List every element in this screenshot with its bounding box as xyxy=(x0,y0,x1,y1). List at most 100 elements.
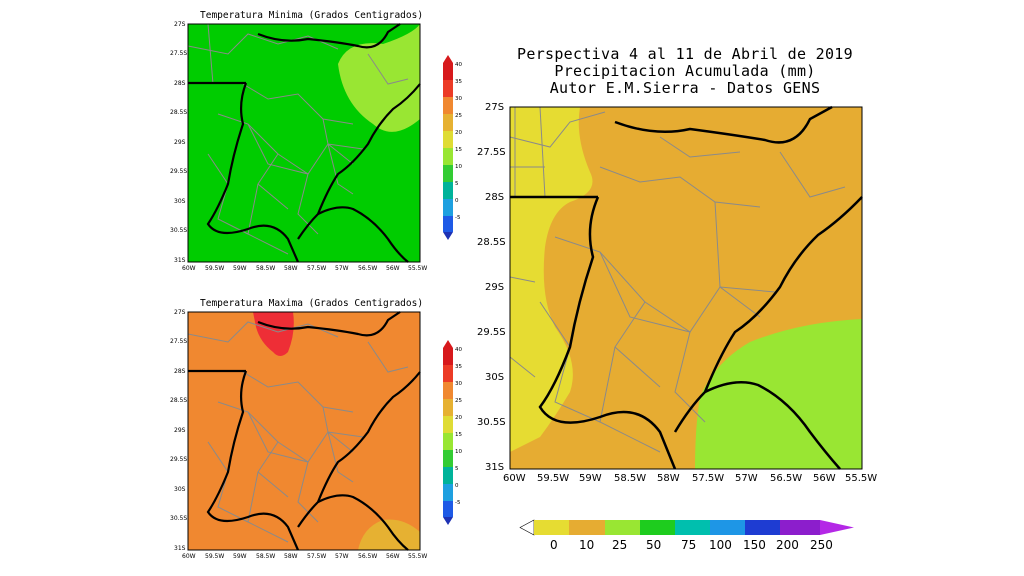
max-lat-tick: 30.5S xyxy=(170,515,188,522)
min-lon-tick: 55.5W xyxy=(408,265,428,272)
max-lat-tick: 27S xyxy=(174,309,186,316)
max-cb-label: 10 xyxy=(455,449,462,455)
max-lon-tick: 57W xyxy=(335,553,349,560)
max-lon-tick: 59W xyxy=(233,553,247,560)
precip-cb-label: 150 xyxy=(743,538,766,552)
precip-lon-tick: 58W xyxy=(657,473,680,484)
precip-lon-tick: 58.5W xyxy=(614,473,647,484)
max-cb-label: 40 xyxy=(455,347,462,353)
precip-cb-label: 25 xyxy=(612,538,628,552)
min-lat-tick: 27.5S xyxy=(170,50,188,57)
precip-cb-label: 50 xyxy=(646,538,662,552)
max-lat-tick: 30S xyxy=(174,486,186,493)
min-cb-label: 20 xyxy=(455,130,462,136)
min-lon-tick: 56W xyxy=(386,265,400,272)
min-lat-tick: 30.5S xyxy=(170,227,188,234)
max-cb-label: 0 xyxy=(455,483,459,489)
precip-colorbar-svg xyxy=(519,519,854,536)
max-lat-tick: 28S xyxy=(174,368,186,375)
max-temp-map xyxy=(187,311,421,551)
min-cb-label: 15 xyxy=(455,147,462,153)
min-cb-label: -5 xyxy=(455,215,461,221)
max-lat-tick: 28.5S xyxy=(170,397,188,404)
main-title-line-3: Autor E.M.Sierra - Datos GENS xyxy=(549,79,821,97)
max-temp-borders-black xyxy=(188,311,421,551)
precip-lat-tick: 29.5S xyxy=(477,327,506,338)
min-lon-tick: 58W xyxy=(284,265,298,272)
min-lon-tick: 59W xyxy=(233,265,247,272)
max-lon-tick: 56.5W xyxy=(358,553,378,560)
max-lon-tick: 56W xyxy=(386,553,400,560)
min-temp-title: Temperatura Minima (Grados Centigrados) xyxy=(200,10,424,21)
min-cb-label: 0 xyxy=(455,198,459,204)
min-cb-label: 40 xyxy=(455,62,462,68)
precip-lat-tick: 28S xyxy=(485,192,505,203)
min-cb-label: 5 xyxy=(455,181,459,187)
max-lat-tick: 31S xyxy=(174,545,186,552)
min-lon-tick: 56.5W xyxy=(358,265,378,272)
min-lon-tick: 57W xyxy=(335,265,349,272)
min-cb-label: 30 xyxy=(455,96,462,102)
precip-band-0-10 xyxy=(510,107,593,452)
precip-lat-tick: 28.5S xyxy=(477,237,506,248)
max-temp-base-fill xyxy=(188,312,420,550)
precip-lat-tick: 30.5S xyxy=(477,417,506,428)
max-cb-label: -5 xyxy=(455,500,461,506)
precip-lat-tick: 29S xyxy=(485,282,505,293)
min-cb-label: 25 xyxy=(455,113,462,119)
precip-lon-tick: 59.5W xyxy=(537,473,570,484)
max-lat-tick: 27.5S xyxy=(170,338,188,345)
min-temp-map xyxy=(187,23,421,263)
max-cb-label: 30 xyxy=(455,381,462,387)
min-lon-tick: 58.5W xyxy=(256,265,276,272)
precip-cb-label: 250 xyxy=(810,538,833,552)
max-temp-colorbar-svg xyxy=(443,340,453,525)
min-lon-tick: 60W xyxy=(182,265,196,272)
precip-lat-tick: 27.5S xyxy=(477,147,506,158)
precip-borders-gray xyxy=(509,106,846,453)
precip-cb-label: 200 xyxy=(776,538,799,552)
max-cb-label: 25 xyxy=(455,398,462,404)
precip-map xyxy=(509,105,863,470)
precip-lon-tick: 55.5W xyxy=(845,473,878,484)
max-cb-label: 35 xyxy=(455,364,462,370)
max-temp-frame xyxy=(187,311,421,551)
max-cb-label: 20 xyxy=(455,415,462,421)
precip-lon-tick: 60W xyxy=(503,473,526,484)
min-lat-tick: 28.5S xyxy=(170,109,188,116)
precip-cb-label: 75 xyxy=(681,538,697,552)
precip-cb-label: 0 xyxy=(550,538,558,552)
min-cb-label: 35 xyxy=(455,79,462,85)
max-lon-tick: 55.5W xyxy=(408,553,428,560)
precip-lon-tick: 56.5W xyxy=(770,473,803,484)
main-title-line-2: Precipitacion Acumulada (mm) xyxy=(554,62,816,80)
precip-lon-tick: 56W xyxy=(813,473,836,484)
min-cb-label: 10 xyxy=(455,164,462,170)
max-lon-tick: 58W xyxy=(284,553,298,560)
precip-band-25-50 xyxy=(695,319,862,469)
max-temp-title: Temperatura Maxima (Grados Centigrados) xyxy=(200,298,424,309)
precip-cb-label: 10 xyxy=(579,538,595,552)
min-lat-tick: 31S xyxy=(174,257,186,264)
min-temp-frame xyxy=(187,23,421,263)
precip-frame xyxy=(509,106,863,470)
precip-lat-tick: 31S xyxy=(485,462,505,473)
max-lon-tick: 57.5W xyxy=(307,553,327,560)
precip-cb-label: 100 xyxy=(709,538,732,552)
max-cb-label: 5 xyxy=(455,466,459,472)
min-temp-borders-black xyxy=(188,23,421,263)
main-title-line-1: Perspectiva 4 al 11 de Abril de 2019 xyxy=(517,45,853,63)
precip-borders-black xyxy=(510,105,863,470)
max-lat-tick: 29S xyxy=(174,427,186,434)
min-lon-tick: 59.5W xyxy=(205,265,225,272)
max-lon-tick: 58.5W xyxy=(256,553,276,560)
min-lat-tick: 30S xyxy=(174,198,186,205)
precip-lon-tick: 57.5W xyxy=(692,473,725,484)
precip-lon-tick: 57W xyxy=(735,473,758,484)
min-lat-tick: 29.5S xyxy=(170,168,188,175)
max-cb-label: 15 xyxy=(455,432,462,438)
precip-lat-tick: 30S xyxy=(485,372,505,383)
precip-lat-tick: 27S xyxy=(485,102,505,113)
max-lon-tick: 59.5W xyxy=(205,553,225,560)
min-lat-tick: 28S xyxy=(174,80,186,87)
